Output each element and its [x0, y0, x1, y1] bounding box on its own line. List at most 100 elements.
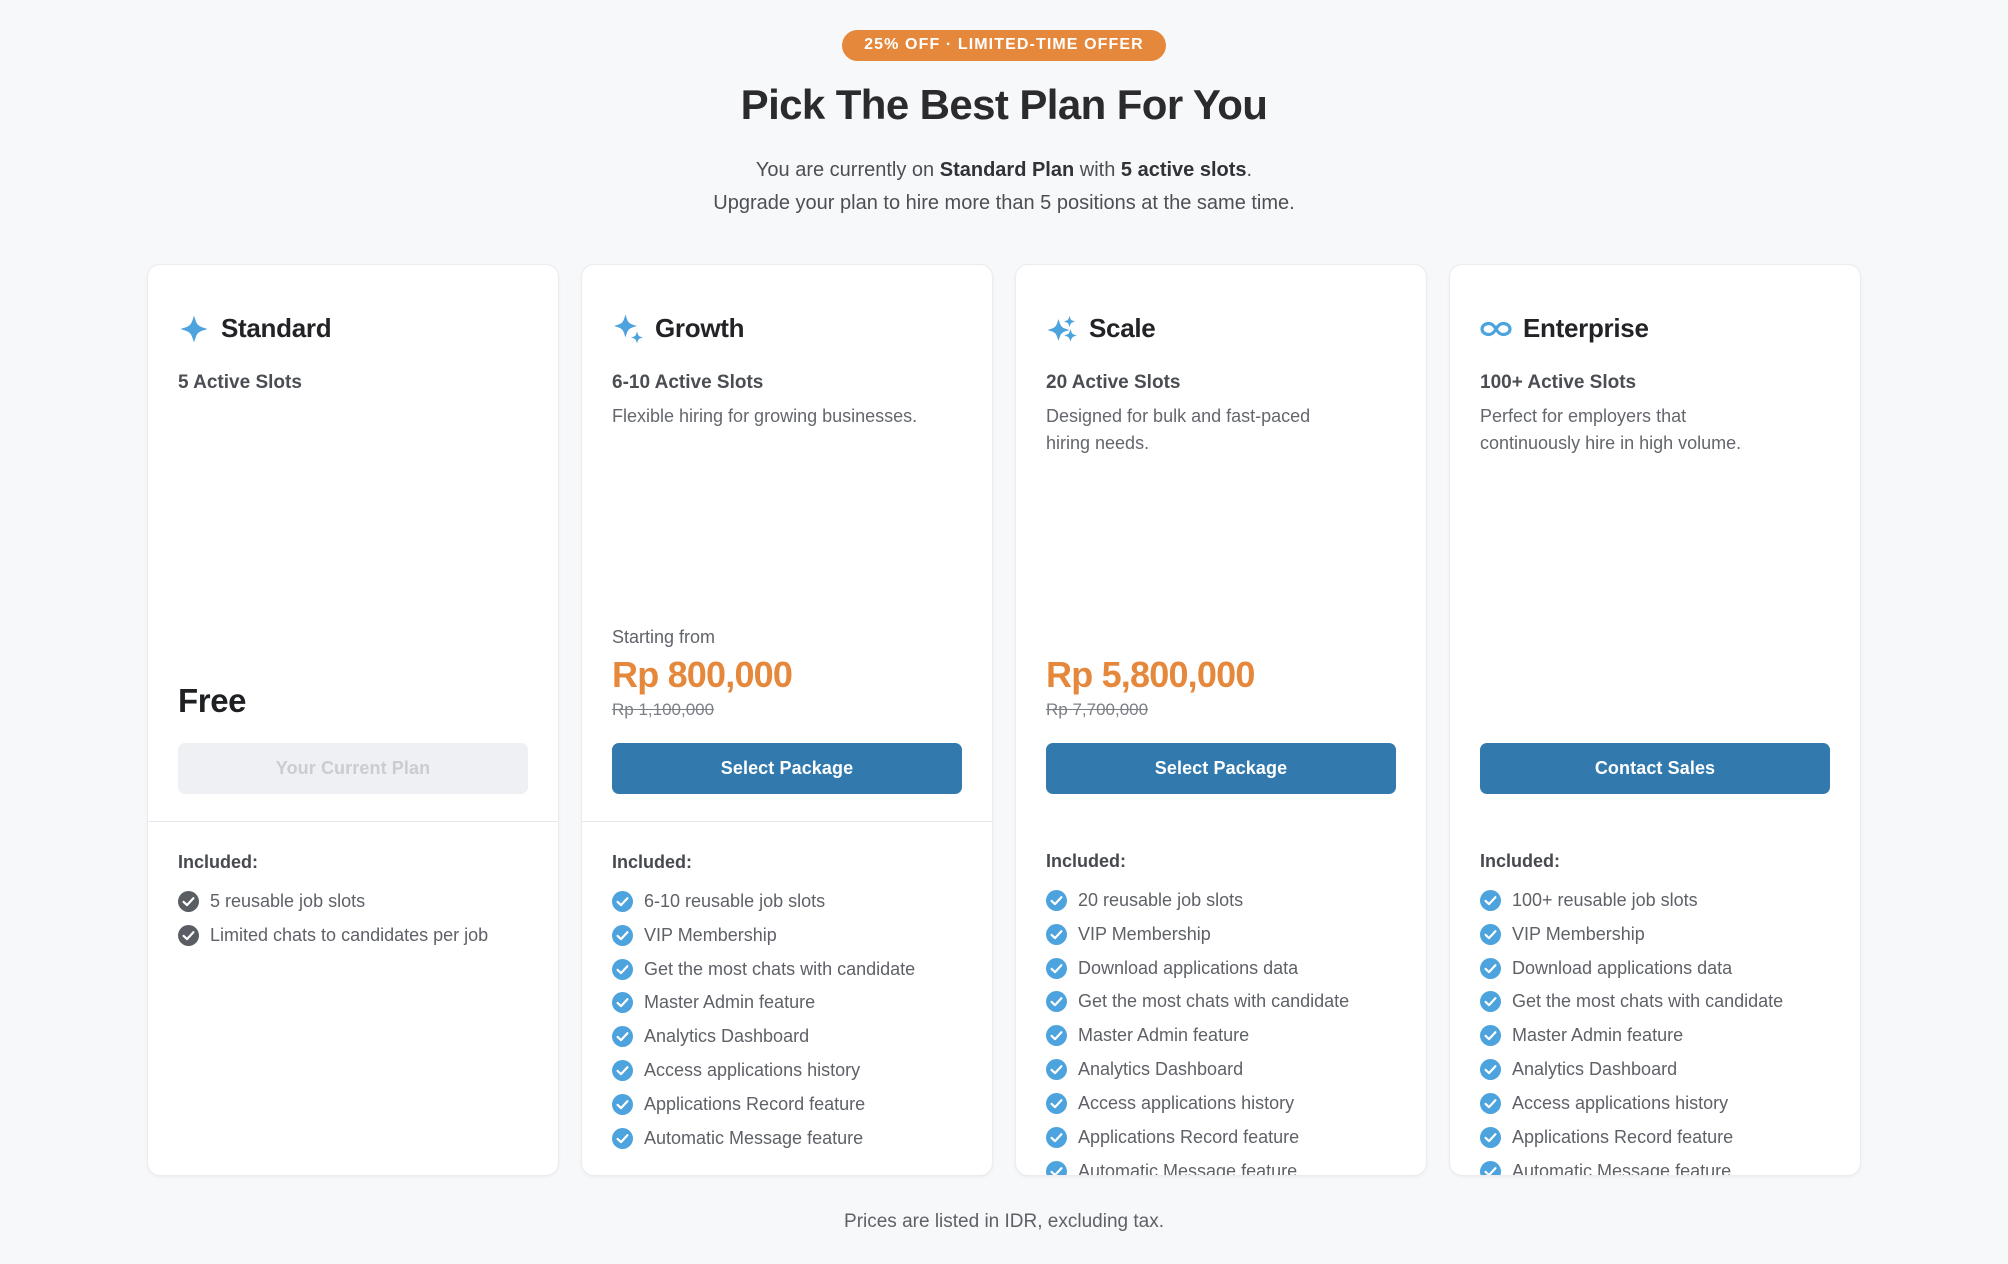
feature-label: 100+ reusable job slots: [1512, 889, 1698, 910]
plan-header: Scale: [1046, 312, 1396, 346]
plan-card-top: Enterprise 100+ Active Slots Perfect for e…: [1450, 265, 1860, 720]
feature-item: Applications Record feature: [1046, 1125, 1396, 1150]
plan-card-top: Scale 20 Active Slots Designed for bulk an…: [1016, 265, 1426, 720]
feature-label: Analytics Dashboard: [644, 1026, 810, 1047]
plan-price: Rp 5,800,000: [1046, 654, 1255, 696]
plan-price-original: Rp 1,100,000: [612, 699, 715, 719]
included-label: Included:: [1046, 850, 1126, 871]
select-package-button[interactable]: Select Package: [1046, 742, 1396, 794]
feature-item: Master Admin feature: [1046, 1023, 1396, 1048]
subtitle-prefix: You are currently on: [755, 159, 940, 182]
check-circle-icon: [1480, 957, 1501, 979]
plan-header: Standard: [178, 312, 528, 346]
plan-header: Enterprise: [1480, 312, 1830, 346]
feature-item: Get the most chats with candidate: [612, 957, 962, 982]
feature-item: Analytics Dashboard: [1046, 1057, 1396, 1082]
promo-badge: 25% OFF · LIMITED-TIME OFFER: [842, 30, 1166, 61]
plan-slots: 5 Active Slots: [178, 371, 302, 393]
page-subtitle: You are currently on Standard Plan with …: [713, 154, 1294, 219]
plan-card-enterprise: Enterprise 100+ Active Slots Perfect for e…: [1449, 263, 1861, 1176]
feature-label: Analytics Dashboard: [1512, 1059, 1678, 1080]
infinity-icon: [1480, 313, 1512, 345]
check-circle-icon: [1046, 1092, 1067, 1114]
check-circle-icon: [1046, 923, 1067, 945]
feature-label: 20 reusable job slots: [1078, 889, 1244, 910]
check-circle-icon: [1480, 1025, 1501, 1047]
current-slots-count: 5 active slots: [1120, 159, 1247, 182]
feature-item: 100+ reusable job slots: [1480, 888, 1830, 913]
feature-label: Download applications data: [1512, 957, 1733, 978]
select-package-button[interactable]: Select Package: [612, 742, 962, 794]
feature-list: 5 reusable job slots Limited chats to can…: [178, 889, 528, 948]
plan-cta-wrap: Contact Sales: [1450, 742, 1860, 821]
feature-label: Get the most chats with candidate: [1078, 991, 1350, 1012]
check-circle-icon: [1480, 1092, 1501, 1114]
feature-item: Automatic Message feature: [1480, 1159, 1830, 1176]
feature-label: Automatic Message feature: [644, 1127, 864, 1148]
feature-item: Analytics Dashboard: [1480, 1057, 1830, 1082]
check-circle-icon: [1046, 957, 1067, 979]
included-label: Included:: [1480, 850, 1560, 871]
plan-slots: 20 Active Slots: [1046, 371, 1181, 393]
check-circle-icon: [612, 1026, 633, 1048]
plan-description: Perfect for employers that continuously …: [1480, 405, 1742, 453]
feature-item: Applications Record feature: [1480, 1125, 1830, 1150]
plan-cta-wrap: Your Current Plan: [148, 742, 558, 821]
feature-item: VIP Membership: [612, 923, 962, 948]
plan-header: Growth: [612, 312, 962, 346]
contact-sales-button[interactable]: Contact Sales: [1480, 742, 1830, 794]
starting-from-label: Starting from: [612, 626, 716, 647]
plan-card-scale: Scale 20 Active Slots Designed for bulk an…: [1015, 263, 1427, 1176]
subtitle-suffix: .: [1246, 159, 1253, 182]
feature-item: Access applications history: [1046, 1091, 1396, 1116]
plan-price-original: Rp 7,700,000: [1046, 699, 1149, 719]
subtitle-line-1: You are currently on Standard Plan with …: [713, 154, 1294, 186]
feature-label: Automatic Message feature: [1512, 1160, 1732, 1176]
included-label: Included:: [178, 851, 258, 872]
feature-label: Master Admin feature: [1078, 1025, 1250, 1046]
check-circle-icon: [1480, 889, 1501, 911]
feature-label: 5 reusable job slots: [210, 890, 366, 911]
feature-item: VIP Membership: [1046, 922, 1396, 947]
plan-features: Included: 100+ reusable job slots VIP Memb…: [1450, 821, 1860, 1176]
subtitle-mid: with: [1074, 159, 1121, 182]
feature-item: Download applications data: [1480, 956, 1830, 981]
plan-price-block: Rp 5,800,000 Rp 7,700,000: [1046, 654, 1396, 720]
plan-price: Rp 800,000: [612, 654, 793, 696]
feature-label: Applications Record feature: [644, 1093, 866, 1114]
plan-card-growth: Growth 6-10 Active Slots Flexible hiring f…: [581, 263, 993, 1176]
check-circle-icon: [1046, 1025, 1067, 1047]
sparkle-double-icon: [612, 313, 644, 345]
feature-list: 100+ reusable job slots VIP Membership Dow…: [1480, 888, 1830, 1176]
plan-description: Designed for bulk and fast-paced hiring …: [1046, 405, 1311, 453]
sparkle-single-icon: [178, 313, 210, 345]
feature-item: Limited chats to candidates per job: [178, 923, 528, 948]
plan-features: Included: 5 reusable job slots Limited cha…: [148, 822, 558, 1175]
feature-label: Access applications history: [1512, 1092, 1729, 1113]
plan-slots: 6-10 Active Slots: [612, 371, 764, 393]
plan-name: Growth: [655, 313, 745, 344]
feature-label: 6-10 reusable job slots: [644, 890, 826, 911]
feature-item: Analytics Dashboard: [612, 1024, 962, 1049]
check-circle-icon: [1480, 923, 1501, 945]
plan-slots: 100+ Active Slots: [1480, 371, 1637, 393]
check-circle-icon: [1480, 1126, 1501, 1148]
feature-item: Access applications history: [612, 1058, 962, 1083]
current-plan-button: Your Current Plan: [178, 742, 528, 794]
check-circle-icon: [612, 1060, 633, 1082]
check-circle-icon: [1480, 1059, 1501, 1081]
check-circle-icon: [1480, 991, 1501, 1013]
subtitle-line-2: Upgrade your plan to hire more than 5 po…: [713, 191, 1295, 214]
check-circle-icon: [1046, 1126, 1067, 1148]
feature-label: Applications Record feature: [1078, 1126, 1300, 1147]
feature-list: 20 reusable job slots VIP Membership Downl…: [1046, 888, 1396, 1175]
feature-label: Access applications history: [644, 1060, 861, 1081]
feature-item: Get the most chats with candidate: [1046, 989, 1396, 1014]
page-header: 25% OFF · LIMITED-TIME OFFER Pick The Be…: [0, 0, 2008, 219]
check-circle-icon: [612, 890, 633, 912]
plan-cta-wrap: Select Package: [582, 742, 992, 821]
plan-name: Enterprise: [1523, 313, 1649, 344]
check-circle-icon: [1046, 889, 1067, 911]
feature-item: Automatic Message feature: [1046, 1159, 1396, 1175]
